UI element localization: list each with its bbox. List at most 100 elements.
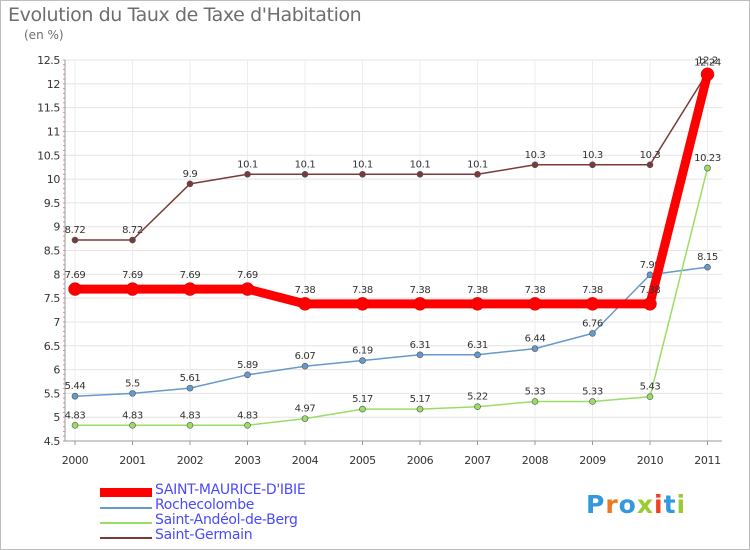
data-label-1: 5.44 bbox=[65, 381, 86, 392]
data-label-3: 8.72 bbox=[122, 225, 143, 236]
y-tick-label: 11.5 bbox=[37, 102, 60, 115]
series-point-2 bbox=[301, 415, 309, 422]
series-point-0 bbox=[298, 297, 312, 311]
series-point-2 bbox=[589, 398, 596, 405]
series-point-2 bbox=[646, 393, 654, 401]
y-tick-label: 9 bbox=[53, 221, 60, 234]
data-label-1: 5.61 bbox=[180, 373, 201, 384]
data-label-0: 7.38 bbox=[467, 285, 488, 296]
data-label-3: 10.1 bbox=[295, 159, 316, 170]
y-tick-label: 6.5 bbox=[44, 340, 61, 353]
y-tick-label: 7 bbox=[53, 316, 60, 329]
proxiti-logo: Proxiti bbox=[586, 490, 686, 519]
series-point-2 bbox=[186, 421, 194, 429]
legend-item: Saint-Andéol-de-Berg bbox=[100, 512, 420, 529]
logo-letter: o bbox=[618, 490, 637, 519]
data-label-0: 7.38 bbox=[295, 285, 316, 296]
y-tick-label: 12.5 bbox=[37, 54, 60, 67]
legend-swatch bbox=[100, 537, 152, 539]
series-point-3 bbox=[71, 236, 79, 244]
legend-label: Saint-Germain bbox=[155, 527, 253, 543]
data-label-0: 7.38 bbox=[352, 285, 373, 296]
data-label-2: 4.83 bbox=[122, 410, 143, 421]
series-point-0 bbox=[528, 297, 542, 311]
series-point-2 bbox=[129, 421, 136, 429]
series-point-1 bbox=[301, 362, 309, 370]
series-point-3 bbox=[531, 161, 539, 169]
series-point-2 bbox=[359, 405, 366, 413]
data-label-2: 4.83 bbox=[237, 410, 258, 421]
legend-swatch bbox=[100, 522, 152, 524]
logo-letter: P bbox=[586, 490, 606, 519]
data-label-3: 10.3 bbox=[582, 150, 603, 161]
y-tick-label: 10 bbox=[47, 173, 61, 186]
data-label-2: 5.43 bbox=[640, 382, 661, 393]
legend-item: Rochecolombe bbox=[100, 497, 420, 514]
series-point-1 bbox=[589, 330, 596, 337]
x-tick-label: 2006 bbox=[407, 454, 434, 467]
data-label-1: 8.15 bbox=[697, 252, 718, 263]
series-point-1 bbox=[359, 357, 366, 364]
series-point-2 bbox=[416, 405, 424, 413]
logo-letter: r bbox=[605, 490, 619, 519]
series-point-1 bbox=[704, 263, 711, 271]
logo-letter: x bbox=[636, 490, 654, 519]
unit-label: (en %) bbox=[24, 28, 64, 42]
data-label-2: 10.23 bbox=[694, 153, 721, 164]
x-tick-label: 2000 bbox=[62, 454, 89, 467]
series-point-3 bbox=[129, 236, 136, 244]
data-label-3: 10.1 bbox=[237, 159, 258, 170]
data-label-0: 7.69 bbox=[180, 270, 201, 281]
data-label-2: 4.97 bbox=[295, 404, 316, 415]
series-point-0 bbox=[470, 297, 485, 311]
legend-item: Saint-Germain bbox=[100, 527, 420, 544]
series-point-0 bbox=[355, 297, 370, 311]
data-label-0: 7.38 bbox=[640, 285, 661, 296]
data-label-1: 6.31 bbox=[467, 340, 488, 351]
data-label-0: 12.2 bbox=[697, 55, 718, 66]
data-label-2: 5.17 bbox=[352, 394, 373, 405]
series-point-0 bbox=[643, 297, 657, 311]
data-label-0: 7.69 bbox=[237, 270, 258, 281]
series-point-3 bbox=[186, 180, 194, 188]
y-tick-label: 7.5 bbox=[44, 292, 61, 305]
legend-swatch bbox=[100, 488, 152, 497]
series-point-1 bbox=[129, 390, 136, 397]
series-point-2 bbox=[71, 421, 79, 429]
series-point-1 bbox=[531, 345, 539, 352]
y-tick-label: 6 bbox=[53, 364, 60, 377]
y-tick-label: 4.5 bbox=[44, 435, 61, 448]
series-point-2 bbox=[244, 421, 251, 429]
legend-label: SAINT-MAURICE-D'IBIE bbox=[155, 482, 306, 498]
series-point-3 bbox=[589, 161, 596, 169]
series-point-0 bbox=[240, 282, 255, 296]
y-tick-label: 12 bbox=[47, 78, 60, 91]
series-point-1 bbox=[474, 351, 481, 359]
x-tick-label: 2008 bbox=[522, 454, 549, 467]
data-label-2: 5.17 bbox=[410, 394, 431, 405]
legend-item: SAINT-MAURICE-D'IBIE bbox=[100, 482, 420, 499]
series-point-1 bbox=[186, 384, 194, 392]
x-tick-label: 2004 bbox=[292, 454, 319, 467]
y-tick-label: 8 bbox=[53, 268, 60, 281]
y-tick-label: 8.5 bbox=[44, 245, 61, 258]
logo-letter: i bbox=[676, 490, 687, 519]
y-tick-label: 10.5 bbox=[37, 149, 60, 162]
x-tick-label: 2007 bbox=[464, 454, 491, 467]
series-point-1 bbox=[71, 392, 79, 400]
data-label-3: 10.1 bbox=[467, 159, 488, 170]
series-point-1 bbox=[244, 371, 251, 379]
legend-label: Saint-Andéol-de-Berg bbox=[155, 512, 298, 528]
series-line-0 bbox=[75, 73, 712, 309]
data-label-1: 6.19 bbox=[352, 346, 373, 357]
logo-letter: i bbox=[654, 490, 664, 519]
series-point-0 bbox=[700, 67, 715, 82]
x-tick-label: 2001 bbox=[119, 454, 145, 467]
data-label-0: 7.38 bbox=[582, 285, 603, 296]
data-label-1: 6.44 bbox=[525, 334, 546, 345]
series-point-3 bbox=[301, 171, 309, 178]
legend-label: Rochecolombe bbox=[155, 497, 255, 513]
data-label-2: 5.22 bbox=[467, 392, 488, 403]
series-point-3 bbox=[359, 171, 366, 178]
